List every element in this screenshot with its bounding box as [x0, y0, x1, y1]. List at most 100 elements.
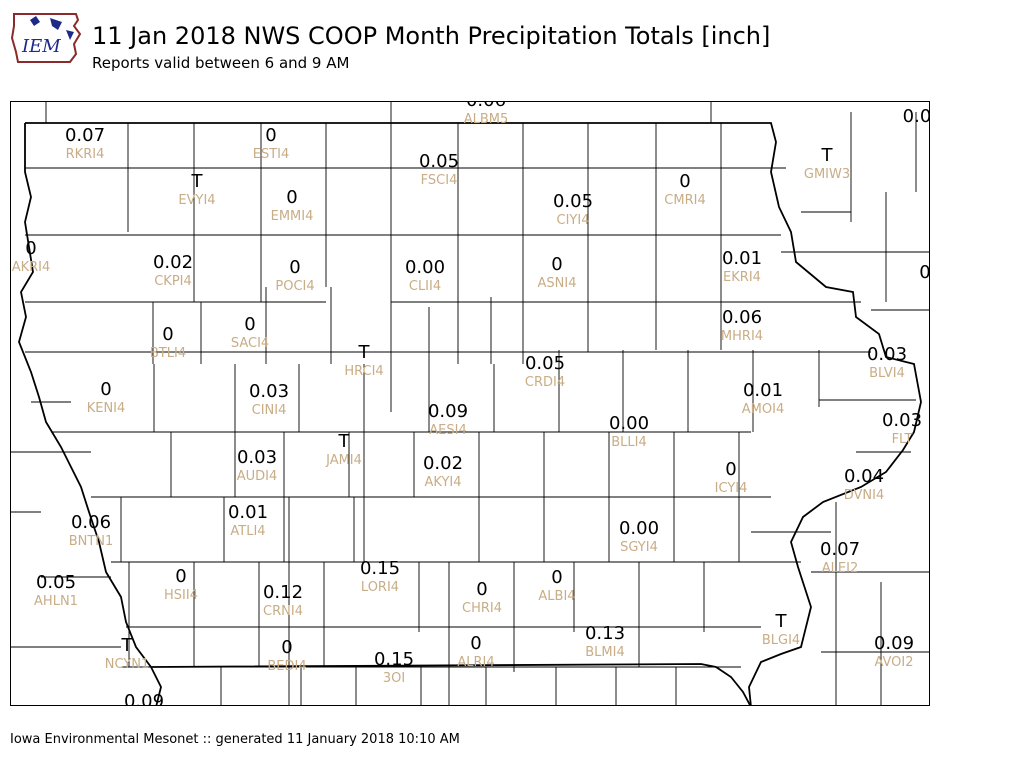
station-id: ALEI2 — [821, 561, 859, 576]
station-id: BTLI4 — [149, 346, 187, 361]
station-id: CRNI4 — [263, 604, 303, 619]
station-value: 0.09 — [123, 691, 165, 706]
station-value: 0 — [100, 379, 112, 400]
station-value: 0.07 — [819, 539, 861, 560]
station-value: T — [775, 611, 787, 632]
station-value: 0.09 — [873, 633, 915, 654]
station-value: 0.00 — [404, 257, 446, 278]
station-value: 0.05 — [524, 353, 566, 374]
station-id: AVOI2 — [874, 655, 914, 670]
map-subtitle: Reports valid between 6 and 9 AM — [92, 54, 350, 72]
station-value: 0.02 — [422, 453, 464, 474]
station-value: 0.09 — [427, 401, 469, 422]
station-id: SGYI4 — [620, 540, 658, 555]
station-id: BLMI4 — [585, 645, 625, 660]
station-id: AHLN1 — [34, 594, 78, 609]
station-value: T — [358, 342, 370, 363]
station-id: FSCI4 — [420, 173, 458, 188]
map-lines — [11, 102, 929, 705]
station-value: 0 — [476, 579, 488, 600]
county-lines — [11, 102, 929, 705]
station-value: 0.15 — [373, 649, 415, 670]
station-id: AUDI4 — [236, 469, 278, 484]
station-value: 0 — [286, 187, 298, 208]
station-value: 0.01 — [721, 248, 763, 269]
station-value: 0.03 — [866, 344, 908, 365]
iem-logo: IEM — [10, 8, 84, 66]
logo-text: IEM — [21, 36, 61, 57]
station-id: CIYI4 — [556, 213, 590, 228]
station-id: HSII4 — [164, 588, 198, 603]
station-id: BEDI4 — [267, 659, 307, 674]
station-id: AESI4 — [429, 423, 467, 438]
station-value: 0 — [25, 238, 37, 259]
station-id: EMMI4 — [270, 209, 314, 224]
station-value: T — [338, 431, 350, 452]
station-value: T — [121, 635, 133, 656]
station-id: AKYI4 — [424, 475, 462, 490]
station-value: 0 — [281, 637, 293, 658]
station-id: CHRI4 — [462, 601, 502, 616]
station-value: 0.04 — [843, 466, 885, 487]
station-id: ASNI4 — [537, 276, 577, 291]
station-id: HRCI4 — [344, 364, 384, 379]
station-value: 0.15 — [359, 558, 401, 579]
station-id: LORI4 — [360, 580, 400, 595]
station-id: CRDI4 — [524, 375, 566, 390]
precip-map: 0.06ALBM50.07RKRI40ESTI40.05FSCI4TGMIW30… — [10, 101, 930, 706]
station-value: 0.05 — [552, 191, 594, 212]
station-id: AMOI4 — [741, 402, 785, 417]
station-value: 0 — [175, 566, 187, 587]
station-id: BNTN1 — [68, 534, 114, 549]
station-value: 0.03 — [248, 381, 290, 402]
station-id: 3OI — [382, 671, 406, 686]
state-borders — [18, 122, 922, 705]
station-id: SACI4 — [230, 336, 270, 351]
station-id: ALRI4 — [457, 655, 495, 670]
station-value: 0.12 — [262, 582, 304, 603]
station-value: 0.03 — [881, 410, 923, 431]
station-id: RKRI4 — [65, 147, 105, 162]
station-value: 0 — [265, 125, 277, 146]
station-id: JAMI4 — [326, 453, 362, 468]
station-id: CLII4 — [408, 279, 442, 294]
station-id: CKPI4 — [154, 274, 192, 289]
station-value: 0.07 — [64, 125, 106, 146]
station-value: 0.05 — [35, 572, 77, 593]
station-value: 0.03 — [236, 447, 278, 468]
station-id: MHRI4 — [720, 329, 764, 344]
station-id: POCI4 — [275, 279, 315, 294]
station-id: CINI4 — [251, 403, 287, 418]
map-title: 11 Jan 2018 NWS COOP Month Precipitation… — [92, 22, 771, 50]
station-id: ICYI4 — [714, 481, 748, 496]
station-value: 0 — [551, 254, 563, 275]
station-value: 0.13 — [584, 623, 626, 644]
station-value: 0 — [679, 171, 691, 192]
station-id: CMRI4 — [664, 193, 706, 208]
station-id: GMIW3 — [803, 167, 851, 182]
footer-credit: Iowa Environmental Mesonet :: generated … — [10, 732, 460, 747]
station-id: ESTI4 — [252, 147, 290, 162]
station-value: 0.06 — [466, 102, 506, 110]
station-id: FLT — [891, 432, 913, 447]
station-id: NCYN1 — [104, 657, 150, 672]
station-id: ATLI4 — [230, 524, 266, 539]
station-value: 0.06 — [721, 307, 763, 328]
station-value: 0.0 — [902, 106, 930, 127]
station-value: 0 — [162, 324, 174, 345]
station-id: ALBI4 — [538, 589, 576, 604]
station-id: AKRI4 — [11, 260, 51, 275]
station-value: 0 — [551, 567, 563, 588]
station-value: 0.01 — [227, 502, 269, 523]
station-value: 0 — [725, 459, 737, 480]
station-id: DVNI4 — [843, 488, 885, 503]
station-value: 0.01 — [742, 380, 784, 401]
station-value: T — [191, 171, 203, 192]
station-id: BLLI4 — [611, 435, 647, 450]
station-value: 0.05 — [418, 151, 460, 172]
station-value: 0.06 — [70, 512, 112, 533]
station-value: 0 — [919, 262, 930, 283]
station-id: BLVI4 — [869, 366, 905, 381]
station-id: EKRI4 — [723, 270, 761, 285]
station-value: 0 — [289, 257, 301, 278]
